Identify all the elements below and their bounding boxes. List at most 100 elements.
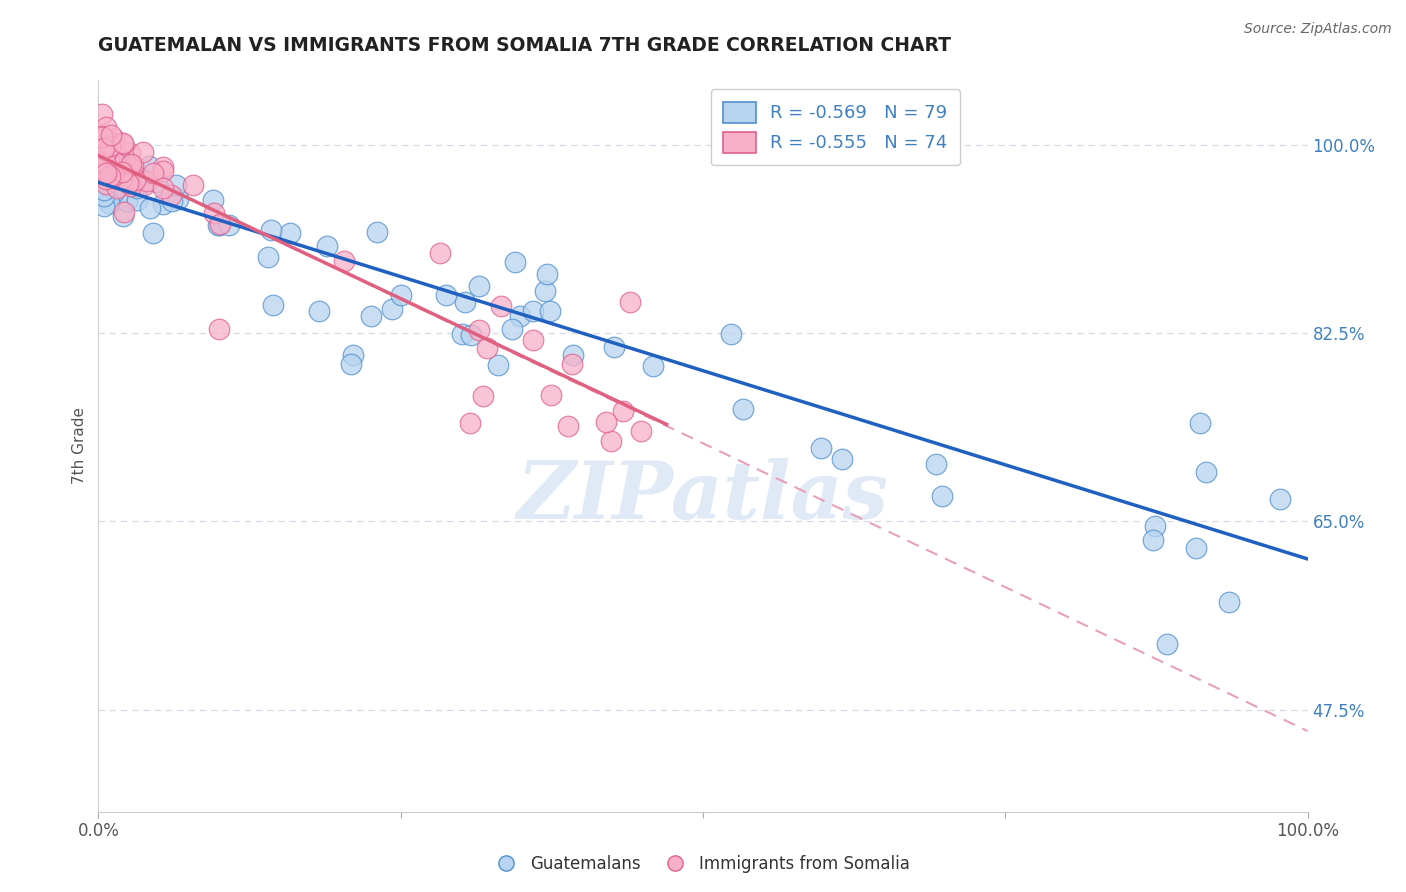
- Point: [603, 340, 626, 354]
- Point: [152, 161, 174, 175]
- Point: [117, 176, 139, 190]
- Point: [1218, 595, 1240, 609]
- Text: ZIPatlas: ZIPatlas: [517, 458, 889, 536]
- Point: [600, 434, 623, 448]
- Point: [110, 165, 132, 179]
- Point: [112, 136, 135, 150]
- Point: [429, 245, 451, 260]
- Point: [98, 169, 121, 183]
- Point: [139, 201, 162, 215]
- Point: [103, 136, 125, 150]
- Point: [104, 153, 127, 167]
- Point: [557, 418, 579, 433]
- Point: [97, 167, 120, 181]
- Point: [1142, 533, 1164, 547]
- Point: [111, 154, 134, 169]
- Point: [389, 288, 412, 302]
- Point: [262, 298, 284, 312]
- Point: [128, 170, 150, 185]
- Point: [931, 489, 953, 503]
- Point: [103, 183, 125, 197]
- Point: [536, 267, 558, 281]
- Legend: Guatemalans, Immigrants from Somalia: Guatemalans, Immigrants from Somalia: [489, 848, 917, 880]
- Point: [162, 194, 184, 209]
- Point: [117, 194, 139, 209]
- Point: [110, 186, 132, 200]
- Point: [112, 205, 135, 219]
- Point: [152, 163, 174, 178]
- Point: [103, 186, 125, 201]
- Point: [98, 170, 121, 185]
- Point: [540, 388, 562, 402]
- Point: [120, 157, 142, 171]
- Point: [1268, 492, 1291, 507]
- Point: [207, 218, 229, 232]
- Point: [522, 303, 544, 318]
- Point: [207, 322, 229, 336]
- Point: [501, 321, 523, 335]
- Point: [142, 226, 165, 240]
- Point: [93, 183, 115, 197]
- Point: [94, 177, 117, 191]
- Point: [208, 217, 231, 231]
- Point: [259, 223, 281, 237]
- Point: [91, 130, 114, 145]
- Point: [132, 145, 155, 159]
- Text: GUATEMALAN VS IMMIGRANTS FROM SOMALIA 7TH GRADE CORRELATION CHART: GUATEMALAN VS IMMIGRANTS FROM SOMALIA 7T…: [98, 36, 952, 54]
- Point: [105, 146, 128, 161]
- Point: [103, 159, 125, 173]
- Point: [831, 451, 853, 466]
- Point: [121, 161, 143, 175]
- Point: [94, 166, 117, 180]
- Point: [105, 181, 128, 195]
- Point: [93, 149, 115, 163]
- Point: [538, 303, 561, 318]
- Point: [111, 171, 134, 186]
- Point: [366, 225, 388, 239]
- Point: [111, 137, 134, 152]
- Point: [93, 189, 115, 203]
- Point: [104, 155, 127, 169]
- Point: [101, 153, 124, 168]
- Point: [486, 358, 509, 372]
- Point: [91, 129, 114, 144]
- Point: [101, 175, 124, 189]
- Point: [619, 295, 641, 310]
- Point: [138, 159, 160, 173]
- Point: [127, 194, 149, 208]
- Point: [201, 193, 224, 207]
- Point: [257, 250, 280, 264]
- Point: [132, 178, 155, 192]
- Point: [733, 402, 755, 417]
- Point: [96, 166, 118, 180]
- Point: [472, 389, 495, 403]
- Point: [1188, 416, 1211, 430]
- Point: [595, 415, 617, 429]
- Point: [534, 284, 557, 298]
- Point: [93, 141, 115, 155]
- Point: [453, 294, 475, 309]
- Point: [477, 341, 499, 355]
- Point: [98, 139, 121, 153]
- Point: [91, 107, 114, 121]
- Point: [146, 175, 169, 189]
- Point: [110, 153, 132, 167]
- Point: [360, 310, 382, 324]
- Point: [522, 333, 544, 347]
- Point: [97, 196, 120, 211]
- Point: [612, 404, 634, 418]
- Point: [103, 169, 125, 183]
- Point: [810, 442, 832, 456]
- Point: [152, 197, 174, 211]
- Point: [103, 159, 125, 173]
- Point: [207, 219, 229, 233]
- Point: [630, 424, 652, 438]
- Legend: R = -0.569   N = 79, R = -0.555   N = 74: R = -0.569 N = 79, R = -0.555 N = 74: [710, 89, 960, 165]
- Point: [1143, 518, 1166, 533]
- Point: [120, 178, 142, 193]
- Point: [93, 165, 115, 179]
- Point: [152, 181, 174, 195]
- Point: [489, 299, 512, 313]
- Point: [98, 161, 121, 175]
- Point: [93, 170, 115, 185]
